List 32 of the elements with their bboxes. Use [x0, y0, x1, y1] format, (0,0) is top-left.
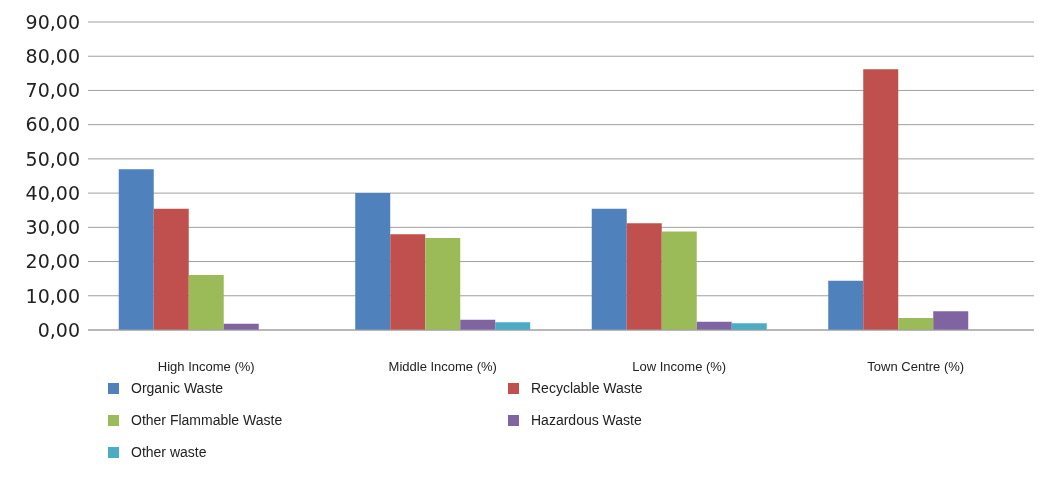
- y-tick-label: 90,00: [25, 10, 80, 33]
- bar: [118, 169, 154, 330]
- x-tick-label: Low Income (%): [632, 359, 727, 375]
- y-tick-label: 80,00: [25, 44, 80, 67]
- legend-label: Organic Waste: [131, 380, 224, 396]
- y-tick-label: 70,00: [25, 79, 80, 102]
- bar: [188, 274, 224, 330]
- bar: [425, 237, 461, 330]
- bar: [828, 280, 864, 330]
- y-tick-label: 50,00: [25, 147, 80, 170]
- bar: [626, 223, 662, 330]
- legend-label: Recyclable Waste: [531, 380, 643, 396]
- bar: [390, 234, 426, 330]
- y-tick-label: 20,00: [25, 250, 80, 273]
- legend-label: Hazardous Waste: [531, 412, 642, 428]
- y-tick-label: 10,00: [25, 284, 80, 307]
- legend-label: Other waste: [131, 444, 207, 460]
- y-tick-label: 40,00: [25, 181, 80, 204]
- x-tick-label: High Income (%): [157, 359, 255, 375]
- bar: [153, 208, 189, 330]
- legend-label: Other Flammable Waste: [131, 412, 283, 428]
- y-tick-label: 60,00: [25, 113, 80, 136]
- x-tick-label: Middle Income (%): [388, 359, 497, 375]
- y-tick-label: 0,00: [37, 318, 80, 341]
- bar: [898, 318, 934, 330]
- bar: [591, 208, 627, 330]
- bar: [863, 69, 899, 330]
- bar: [355, 193, 391, 330]
- bar: [661, 231, 697, 330]
- bar: [933, 311, 969, 330]
- x-tick-label: Town Centre (%): [867, 359, 965, 375]
- y-tick-label: 30,00: [25, 216, 80, 239]
